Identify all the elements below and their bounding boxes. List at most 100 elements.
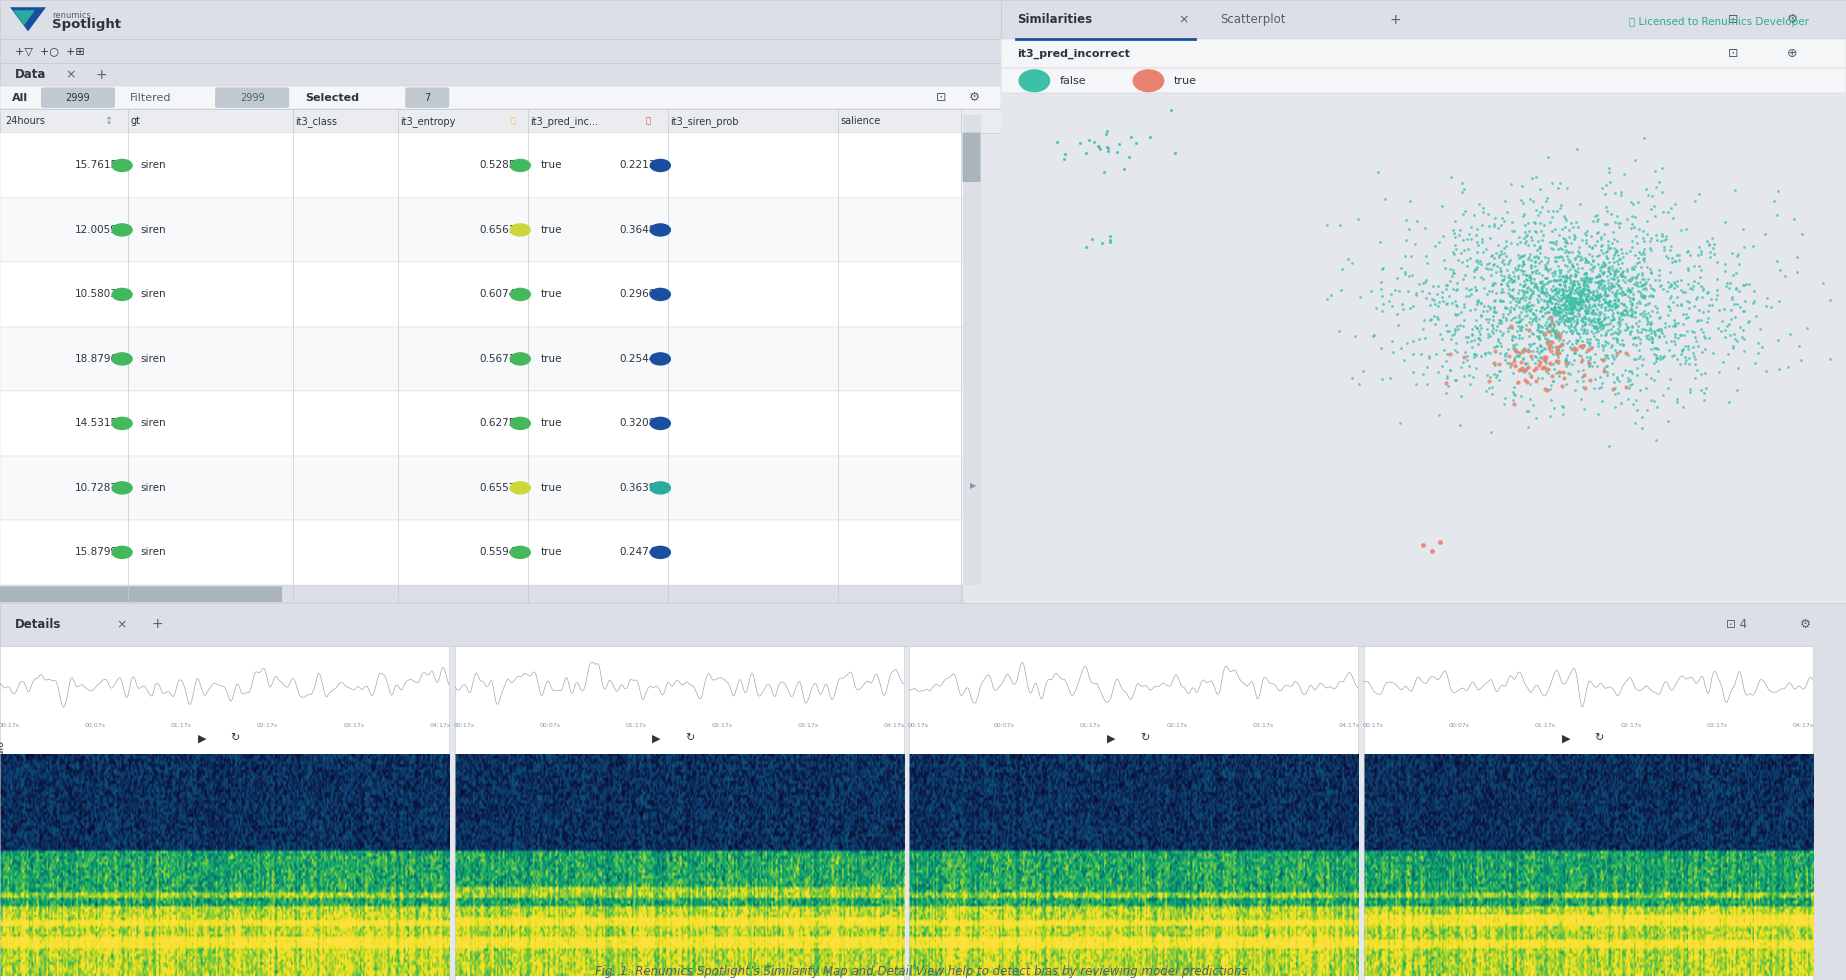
Point (1595, 266, 1624, 281)
Point (1604, 311, 1634, 326)
Point (1645, 268, 1674, 283)
Point (1562, 341, 1591, 357)
Point (1501, 329, 1530, 345)
Point (1420, 309, 1449, 324)
Point (1578, 270, 1608, 286)
Point (1617, 259, 1647, 274)
Point (1532, 363, 1562, 378)
Point (1519, 264, 1549, 279)
Point (1468, 244, 1497, 260)
Point (1521, 302, 1551, 318)
Point (1602, 298, 1632, 314)
Point (1532, 288, 1562, 304)
Point (1680, 273, 1709, 289)
Point (1588, 279, 1617, 295)
Point (1408, 275, 1438, 291)
Point (1632, 225, 1661, 241)
Point (1599, 292, 1628, 308)
Point (1575, 284, 1604, 300)
Point (1543, 304, 1573, 319)
Point (1495, 294, 1525, 310)
Point (1637, 281, 1667, 297)
Point (1678, 339, 1708, 355)
Point (1551, 308, 1580, 323)
Point (1591, 299, 1621, 315)
Point (1562, 309, 1591, 324)
Point (1516, 271, 1545, 287)
Point (1462, 296, 1492, 312)
Point (1479, 275, 1508, 291)
Point (1486, 316, 1516, 331)
Point (1486, 243, 1516, 259)
Point (1536, 261, 1565, 276)
Point (1512, 284, 1541, 300)
Point (1554, 286, 1584, 302)
Point (1600, 243, 1630, 259)
Point (1713, 395, 1743, 411)
Point (1660, 276, 1689, 292)
Point (1578, 292, 1608, 308)
Point (1536, 337, 1565, 353)
Point (1626, 266, 1656, 281)
Point (1545, 265, 1575, 280)
Point (1473, 283, 1503, 299)
Point (1680, 352, 1709, 368)
Point (1610, 286, 1639, 302)
Point (1552, 259, 1582, 274)
Point (1604, 285, 1634, 301)
Point (1390, 249, 1420, 265)
Point (1504, 293, 1534, 309)
Point (1599, 271, 1628, 287)
Point (1543, 258, 1573, 273)
Point (1602, 314, 1632, 329)
Point (1512, 374, 1541, 390)
Point (1519, 325, 1549, 341)
Point (1523, 280, 1552, 296)
Point (1708, 323, 1737, 339)
Point (1591, 303, 1621, 318)
Point (1676, 322, 1706, 338)
Point (1420, 292, 1449, 308)
Point (1562, 291, 1591, 307)
Point (1508, 365, 1538, 380)
Point (1562, 285, 1591, 301)
Point (1654, 413, 1684, 428)
Point (1556, 257, 1586, 272)
Point (1554, 291, 1584, 307)
Point (1671, 220, 1700, 236)
Point (1541, 272, 1571, 288)
Point (1595, 295, 1624, 311)
Point (1558, 339, 1588, 355)
Point (1527, 291, 1556, 307)
Point (1455, 282, 1484, 298)
Point (1479, 258, 1508, 273)
Point (1499, 354, 1528, 369)
Point (1370, 191, 1399, 207)
Point (1043, 134, 1073, 150)
Point (1628, 308, 1658, 323)
Point (1558, 291, 1588, 307)
Point (1602, 305, 1632, 320)
Point (1606, 268, 1636, 283)
Point (1682, 289, 1711, 305)
Point (1504, 349, 1534, 365)
Point (1453, 259, 1482, 274)
Point (1543, 308, 1573, 323)
Point (1545, 270, 1575, 286)
Point (1434, 288, 1464, 304)
Point (1602, 345, 1632, 361)
Point (1540, 221, 1569, 237)
Point (1654, 290, 1684, 306)
Point (1527, 281, 1556, 297)
Point (1516, 290, 1545, 306)
Point (1495, 270, 1525, 285)
Point (1652, 299, 1682, 315)
Point (1456, 327, 1486, 343)
Point (1554, 320, 1584, 336)
Point (1575, 271, 1604, 287)
Point (1591, 285, 1621, 301)
Point (1510, 362, 1540, 377)
Point (1708, 314, 1737, 329)
Point (1486, 293, 1516, 309)
Point (1617, 336, 1647, 352)
